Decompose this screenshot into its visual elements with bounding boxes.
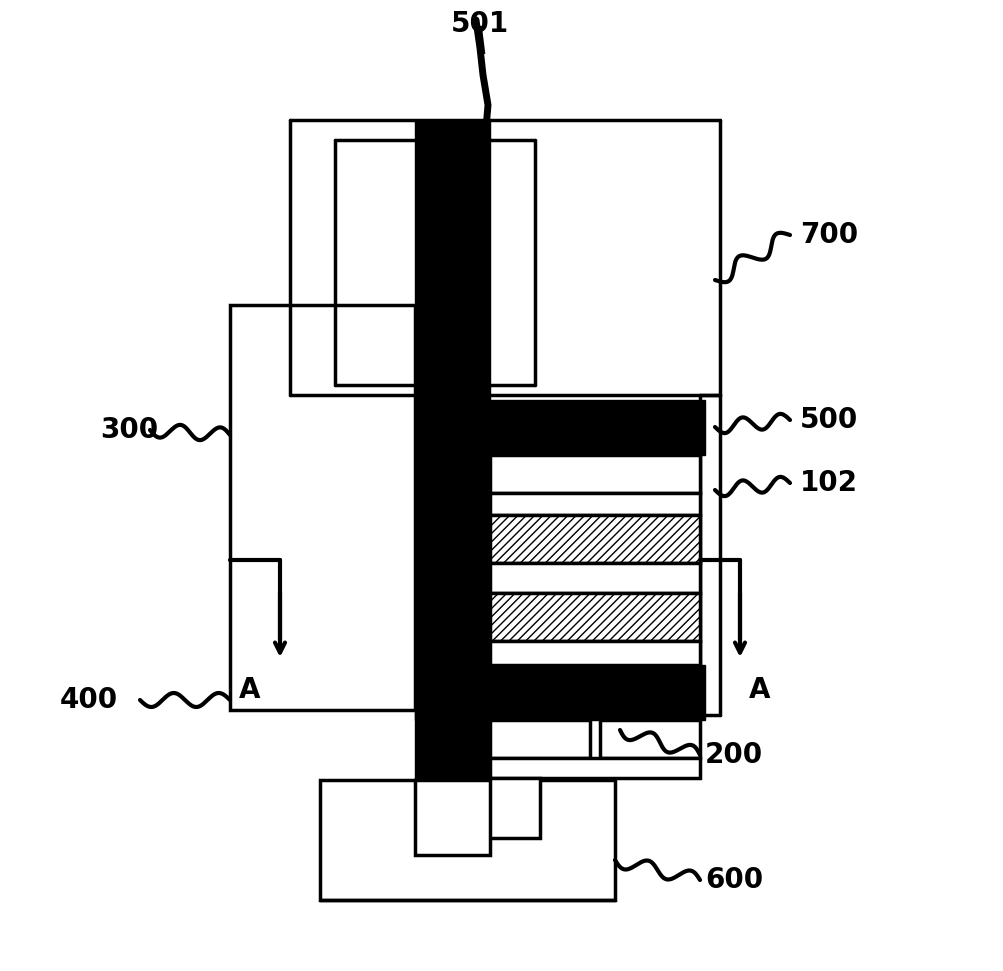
Text: 200: 200 [704,741,762,769]
Bar [489,641,699,665]
Bar [459,778,540,838]
Text: 400: 400 [60,686,118,714]
Bar [414,120,489,855]
Bar [489,455,699,493]
Text: 102: 102 [799,469,858,497]
Bar [489,515,699,563]
Text: 600: 600 [704,866,762,894]
Text: 500: 500 [799,406,858,434]
Text: 700: 700 [799,221,858,249]
Text: 501: 501 [450,10,509,38]
Bar [600,720,699,758]
Bar [414,400,704,455]
Text: A: A [239,676,261,704]
Bar [414,665,704,720]
Bar [489,758,699,778]
Bar [230,305,414,710]
Bar [414,780,489,855]
Text: 300: 300 [100,416,157,444]
Bar [489,593,699,641]
Bar [489,493,699,515]
Text: A: A [748,676,770,704]
Bar [489,563,699,593]
Bar [489,720,590,758]
Bar [320,780,615,900]
